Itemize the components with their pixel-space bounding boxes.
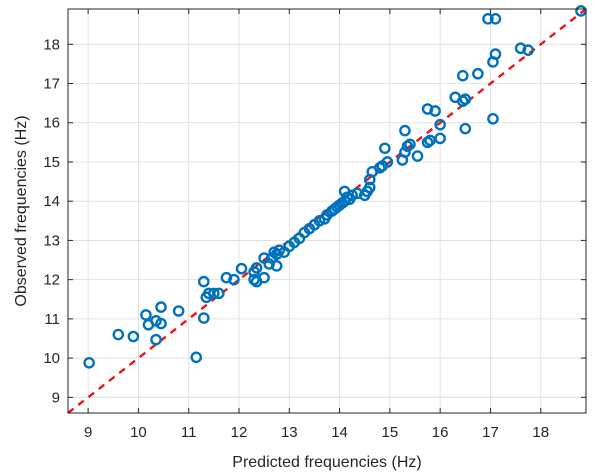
y-tick-label: 17: [43, 76, 60, 93]
x-tick-label: 14: [331, 424, 348, 441]
data-point: [150, 333, 162, 346]
y-tick-label: 11: [44, 311, 60, 328]
data-point: [399, 124, 411, 137]
y-tick-label: 12: [43, 272, 60, 289]
data-point: [489, 48, 502, 60]
x-tick-label: 16: [432, 424, 449, 441]
data-point: [140, 309, 152, 321]
x-tick-label: 12: [231, 424, 248, 441]
data-point: [155, 317, 167, 330]
y-axis-label: Observed frequencies (Hz): [13, 115, 30, 306]
y-tick-label: 16: [43, 115, 60, 132]
data-point: [270, 260, 283, 272]
x-tick-label: 11: [181, 424, 197, 441]
x-tick-label: 18: [532, 424, 549, 441]
data-point: [456, 69, 469, 82]
data-point: [250, 262, 263, 274]
data-point: [172, 305, 185, 317]
data-point: [228, 273, 240, 286]
data-point: [489, 13, 502, 25]
y-tick-label: 14: [43, 193, 60, 210]
data-point: [522, 44, 534, 56]
data-point: [482, 13, 494, 25]
plot-area-frame: [67, 8, 587, 414]
data-point: [434, 118, 446, 131]
data-point: [411, 150, 424, 162]
x-tick-label: 15: [382, 424, 399, 441]
data-point: [127, 330, 140, 343]
data-point: [472, 67, 484, 80]
x-tick-label: 10: [130, 424, 147, 441]
data-point: [404, 138, 416, 151]
y-tick-label: 9: [52, 389, 60, 406]
axis-ticks: 9 10 11 12 13 14 15 16 17 18 9 10 11 12 13 14 15 16 17 18: [43, 9, 586, 441]
x-tick-label: 13: [281, 424, 298, 441]
y-tick-label: 15: [43, 154, 60, 171]
data-points: [83, 5, 587, 369]
data-point: [421, 103, 434, 115]
y-tick-label: 10: [43, 350, 60, 367]
y-tick-label: 18: [43, 36, 60, 53]
data-point: [399, 146, 411, 158]
data-point: [434, 132, 446, 145]
y-tick-label: 13: [43, 232, 60, 249]
data-point: [83, 356, 95, 369]
data-point: [197, 275, 210, 288]
data-point: [197, 312, 210, 324]
data-point: [514, 42, 527, 55]
data-point: [379, 142, 391, 155]
data-point: [213, 287, 225, 300]
data-point: [487, 113, 499, 125]
data-point: [208, 287, 220, 300]
x-tick-label: 9: [84, 424, 92, 441]
x-axis-label: Predicted frequencies (Hz): [232, 454, 421, 471]
data-point: [235, 262, 248, 275]
data-point: [459, 93, 472, 106]
data-point: [263, 258, 275, 270]
grid-lines: [68, 9, 586, 413]
data-point: [220, 271, 233, 284]
data-point: [112, 328, 125, 341]
data-point: [459, 122, 472, 135]
data-point: [429, 105, 441, 117]
data-point: [381, 156, 394, 168]
data-point: [190, 351, 203, 364]
data-point: [258, 271, 270, 284]
data-point: [155, 301, 167, 313]
x-tick-label: 17: [482, 424, 499, 441]
data-point: [363, 181, 376, 194]
